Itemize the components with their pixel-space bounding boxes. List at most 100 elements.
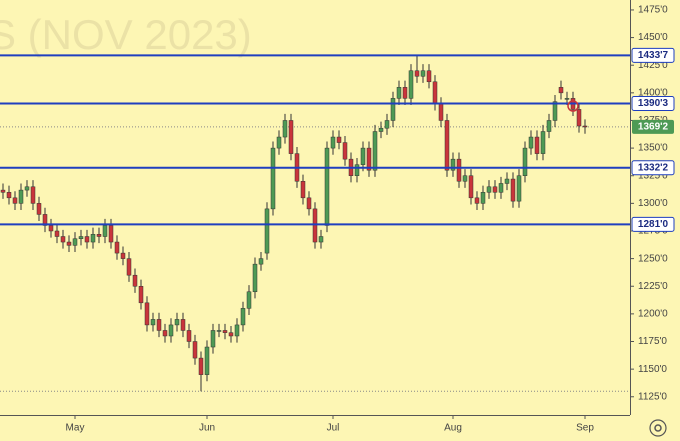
candle-body [342, 142, 348, 160]
candle-body [366, 147, 372, 171]
candle-body [492, 186, 498, 193]
candle-body [462, 175, 468, 182]
candle-body [390, 98, 396, 121]
level-label-box [631, 216, 675, 232]
y-tick-label: 1475'0 [638, 5, 668, 16]
level-label-box [631, 47, 675, 63]
x-tick-label: Aug [444, 423, 462, 434]
candle-body [444, 120, 450, 171]
candle-body [120, 252, 126, 259]
y-tick-label: 1225'0 [638, 281, 668, 292]
candle-body [396, 87, 402, 99]
candle-body [180, 319, 186, 331]
watermark: S (NOV 2023) [0, 11, 252, 58]
candle-body [6, 192, 12, 199]
candle-body [264, 208, 270, 254]
candle-body [360, 147, 366, 165]
level-label: 1390'3 [638, 98, 669, 109]
candle-body [144, 302, 150, 326]
last-price-label: 1369'2 [638, 121, 669, 132]
y-tick-label: 1325'0 [638, 170, 668, 181]
candle-body [108, 225, 114, 243]
candle-body [270, 147, 276, 210]
candle-body [522, 147, 528, 176]
candle-body [198, 357, 204, 375]
candle-body [48, 225, 54, 232]
candle-body [138, 285, 144, 304]
y-tick-label: 1400'0 [638, 87, 668, 98]
candle-body [516, 175, 522, 202]
candle-body [564, 98, 570, 100]
candle-body [132, 274, 138, 287]
candle-body [12, 197, 18, 204]
candle-body [216, 330, 222, 332]
candle-body [90, 234, 96, 243]
level-label: 1281'0 [638, 219, 669, 230]
candle-body [0, 189, 6, 193]
candle-body [282, 120, 288, 138]
candle-body [534, 136, 540, 154]
settings-icon-center [654, 424, 662, 432]
candle-body [438, 103, 444, 121]
candle-body [480, 192, 486, 204]
y-tick-label: 1150'0 [638, 364, 667, 375]
candle-body [384, 120, 390, 129]
y-tick-label: 1300'0 [638, 198, 668, 209]
candle-body [312, 208, 318, 243]
candle-body [174, 319, 180, 326]
candle-body [540, 131, 546, 154]
candle-body [66, 241, 72, 246]
event-marker [567, 100, 579, 112]
candle-body [300, 181, 306, 199]
x-tick-label: May [66, 423, 85, 434]
level-label-box [631, 95, 675, 111]
candle-body [234, 324, 240, 337]
candle-body [42, 214, 48, 226]
candle-body [102, 225, 108, 237]
candle-body [504, 178, 510, 184]
x-tick-label: Jun [199, 423, 215, 434]
candle-body [336, 136, 342, 143]
y-tick-label: 1125'0 [638, 391, 667, 402]
candle-body [54, 230, 60, 237]
level-label: 1433'7 [638, 50, 669, 61]
y-tick-label: 1250'0 [638, 253, 668, 264]
candle-body [126, 258, 132, 276]
candle-body [456, 158, 462, 182]
candle-body [552, 101, 558, 121]
settings-icon[interactable] [649, 419, 667, 437]
candle-body [468, 175, 474, 199]
y-tick-label: 1425'0 [638, 60, 668, 71]
candle-body [24, 186, 30, 191]
candle-body [582, 125, 588, 128]
candle-body [306, 197, 312, 210]
candle-body [528, 136, 534, 149]
candle-body [546, 120, 552, 132]
y-tick-label: 1350'0 [638, 143, 668, 154]
candle-body [36, 203, 42, 215]
candle-body [372, 131, 378, 171]
candle-body [432, 81, 438, 105]
candle-body [510, 178, 516, 202]
candle-body [450, 158, 456, 171]
candle-body [60, 236, 66, 243]
candle-body [156, 319, 162, 331]
x-tick-label: Sep [576, 423, 594, 434]
candle-body [486, 186, 492, 193]
candle-body [18, 189, 24, 204]
candle-body [474, 197, 480, 204]
candle-body [162, 330, 168, 337]
x-tick-label: Jul [327, 423, 340, 434]
candle-body [240, 308, 246, 326]
candle-body [318, 236, 324, 243]
level-label: 1332'2 [638, 162, 669, 173]
last-price-box [632, 119, 674, 134]
candle-body [150, 319, 156, 326]
candle-body [246, 291, 252, 309]
candle-body [426, 70, 432, 83]
candle-body [498, 183, 504, 193]
candle-body [72, 238, 78, 246]
level-label-box [631, 160, 675, 176]
